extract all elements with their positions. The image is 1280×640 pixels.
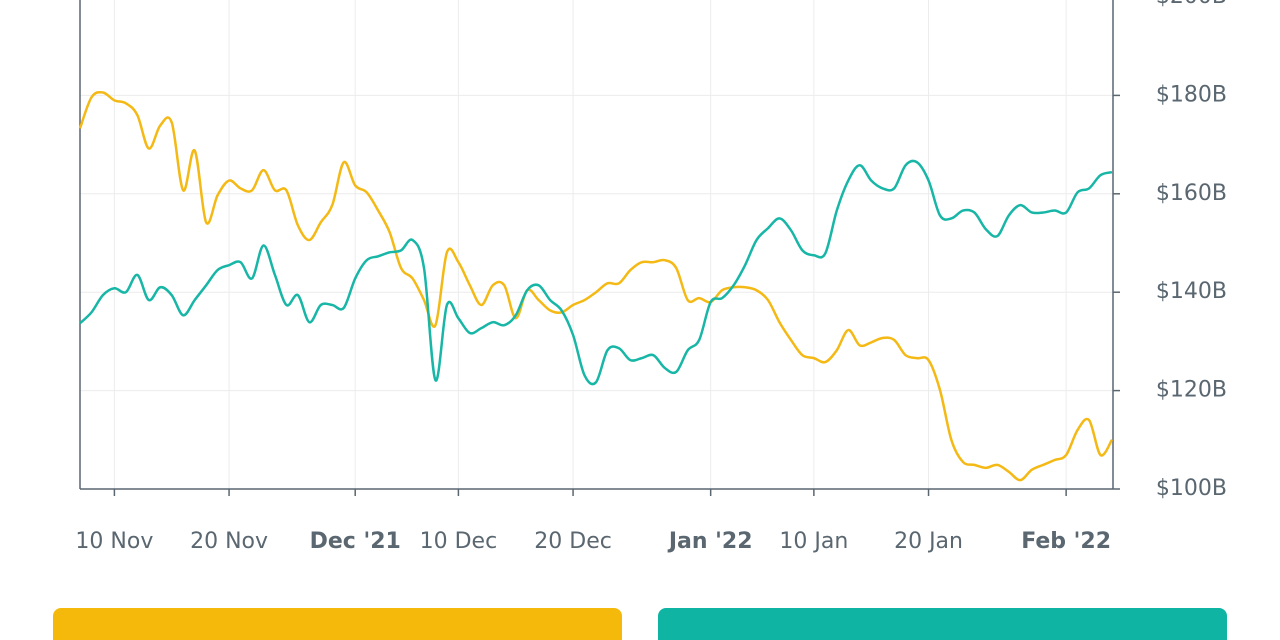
series-line [78, 90, 1114, 482]
y-tick-label: $160B [1156, 181, 1227, 206]
y-tick-label: $140B [1156, 279, 1227, 304]
x-tick-label: Dec '21 [310, 529, 401, 554]
x-tick-label: 10 Nov [75, 529, 153, 554]
gold-button[interactable] [53, 608, 622, 640]
x-tick-label: Jan '22 [667, 529, 753, 554]
y-tick-label: $200B [1156, 0, 1227, 9]
x-tick-label: 20 Jan [894, 529, 963, 554]
series-line [79, 159, 1113, 386]
teal-button[interactable] [658, 608, 1227, 640]
x-tick-label: 20 Dec [534, 529, 612, 554]
x-tick-label: 10 Jan [779, 529, 848, 554]
y-tick-label: $100B [1156, 476, 1227, 501]
x-tick-label: 20 Nov [190, 529, 268, 554]
x-tick-label: Feb '22 [1021, 529, 1111, 554]
x-tick-label: 10 Dec [420, 529, 498, 554]
y-tick-label: $120B [1156, 378, 1227, 403]
y-tick-label: $180B [1156, 82, 1227, 107]
